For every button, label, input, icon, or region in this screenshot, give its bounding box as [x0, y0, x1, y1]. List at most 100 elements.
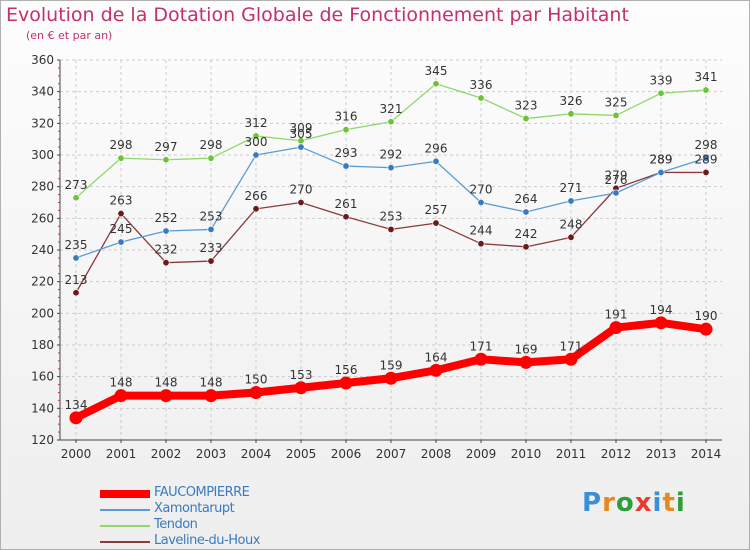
data-point — [387, 118, 395, 126]
data-label: 264 — [515, 192, 538, 206]
data-label: 213 — [65, 273, 88, 287]
legend-label: Laveline-du-Houx — [154, 533, 260, 548]
data-label: 339 — [650, 73, 673, 87]
logo-letter: r — [602, 488, 616, 518]
x-tick-label: 2004 — [241, 447, 272, 461]
logo-letter: o — [615, 488, 635, 518]
data-label: 289 — [650, 152, 673, 166]
y-tick-label: 220 — [31, 275, 54, 289]
data-point — [159, 389, 173, 403]
data-point — [522, 115, 530, 123]
data-label: 150 — [245, 373, 268, 387]
y-tick-label: 300 — [31, 148, 54, 162]
data-label: 297 — [155, 140, 178, 154]
chart-subtitle: (en € et par an) — [26, 29, 113, 42]
x-tick-label: 2013 — [646, 447, 677, 461]
data-label: 235 — [65, 238, 88, 252]
data-point — [474, 352, 488, 366]
data-label: 253 — [380, 209, 403, 223]
data-point — [654, 316, 668, 330]
y-tick-label: 200 — [31, 306, 54, 320]
data-point — [432, 219, 440, 227]
data-point — [117, 238, 125, 246]
data-label: 232 — [155, 243, 178, 257]
data-label: 242 — [515, 227, 538, 241]
data-point — [207, 257, 215, 265]
data-point — [609, 321, 623, 335]
data-label: 271 — [560, 181, 583, 195]
data-point — [387, 225, 395, 233]
data-point — [702, 86, 710, 94]
data-point — [657, 89, 665, 97]
data-label: 261 — [335, 197, 358, 211]
data-point — [207, 154, 215, 162]
data-label: 194 — [650, 303, 673, 317]
data-point — [72, 289, 80, 297]
data-label: 273 — [65, 178, 88, 192]
x-tick-label: 2012 — [601, 447, 632, 461]
data-point — [564, 352, 578, 366]
x-tick-label: 2009 — [466, 447, 497, 461]
data-point — [72, 254, 80, 262]
x-tick-label: 2001 — [106, 447, 137, 461]
data-label: 245 — [110, 222, 133, 236]
legend-label: Xamontarupt — [154, 501, 235, 516]
data-point — [522, 208, 530, 216]
data-label: 171 — [560, 339, 583, 353]
data-label: 156 — [335, 363, 358, 377]
data-label: 325 — [605, 95, 628, 109]
x-tick-label: 2000 — [61, 447, 92, 461]
legend-swatch — [100, 525, 150, 527]
data-label: 164 — [425, 350, 448, 364]
data-label: 253 — [200, 209, 223, 223]
data-point — [567, 233, 575, 241]
data-label: 159 — [380, 358, 403, 372]
x-tick-label: 2005 — [286, 447, 317, 461]
data-point — [342, 213, 350, 221]
x-tick-label: 2007 — [376, 447, 407, 461]
data-point — [294, 381, 308, 395]
data-point — [384, 371, 398, 385]
data-point — [69, 411, 83, 425]
data-point — [117, 210, 125, 218]
data-label: 148 — [200, 376, 223, 390]
data-label: 341 — [695, 70, 718, 84]
data-label: 321 — [380, 102, 403, 116]
y-tick-label: 240 — [31, 243, 54, 257]
data-label: 326 — [560, 94, 583, 108]
data-label: 298 — [200, 138, 223, 152]
data-point — [204, 389, 218, 403]
data-label: 257 — [425, 203, 448, 217]
legend-swatch — [100, 509, 150, 511]
data-label: 248 — [560, 217, 583, 231]
data-label: 233 — [200, 241, 223, 255]
data-point — [429, 363, 443, 377]
logo-letter: i — [675, 488, 686, 518]
x-tick-label: 2010 — [511, 447, 542, 461]
data-label: 336 — [470, 78, 493, 92]
data-point — [519, 355, 533, 369]
legend-label: FAUCOMPIERRE — [154, 485, 250, 500]
data-point — [162, 156, 170, 164]
data-label: 276 — [605, 173, 628, 187]
data-point — [342, 126, 350, 134]
data-label: 270 — [290, 183, 313, 197]
y-tick-label: 340 — [31, 85, 54, 99]
data-point — [114, 389, 128, 403]
proxiti-logo: Proxiti — [582, 488, 686, 518]
data-point — [612, 111, 620, 119]
data-point — [252, 205, 260, 213]
data-label: 134 — [65, 398, 88, 412]
data-point — [477, 240, 485, 248]
y-tick-label: 280 — [31, 180, 54, 194]
data-label: 312 — [245, 116, 268, 130]
data-point — [249, 386, 263, 399]
data-point — [162, 227, 170, 235]
chart-title: Evolution de la Dotation Globale de Fonc… — [6, 4, 629, 26]
data-label: 323 — [515, 99, 538, 113]
y-tick-label: 260 — [31, 211, 54, 225]
logo-letter: x — [634, 488, 653, 518]
data-label: 305 — [290, 127, 313, 141]
data-label: 148 — [110, 376, 133, 390]
